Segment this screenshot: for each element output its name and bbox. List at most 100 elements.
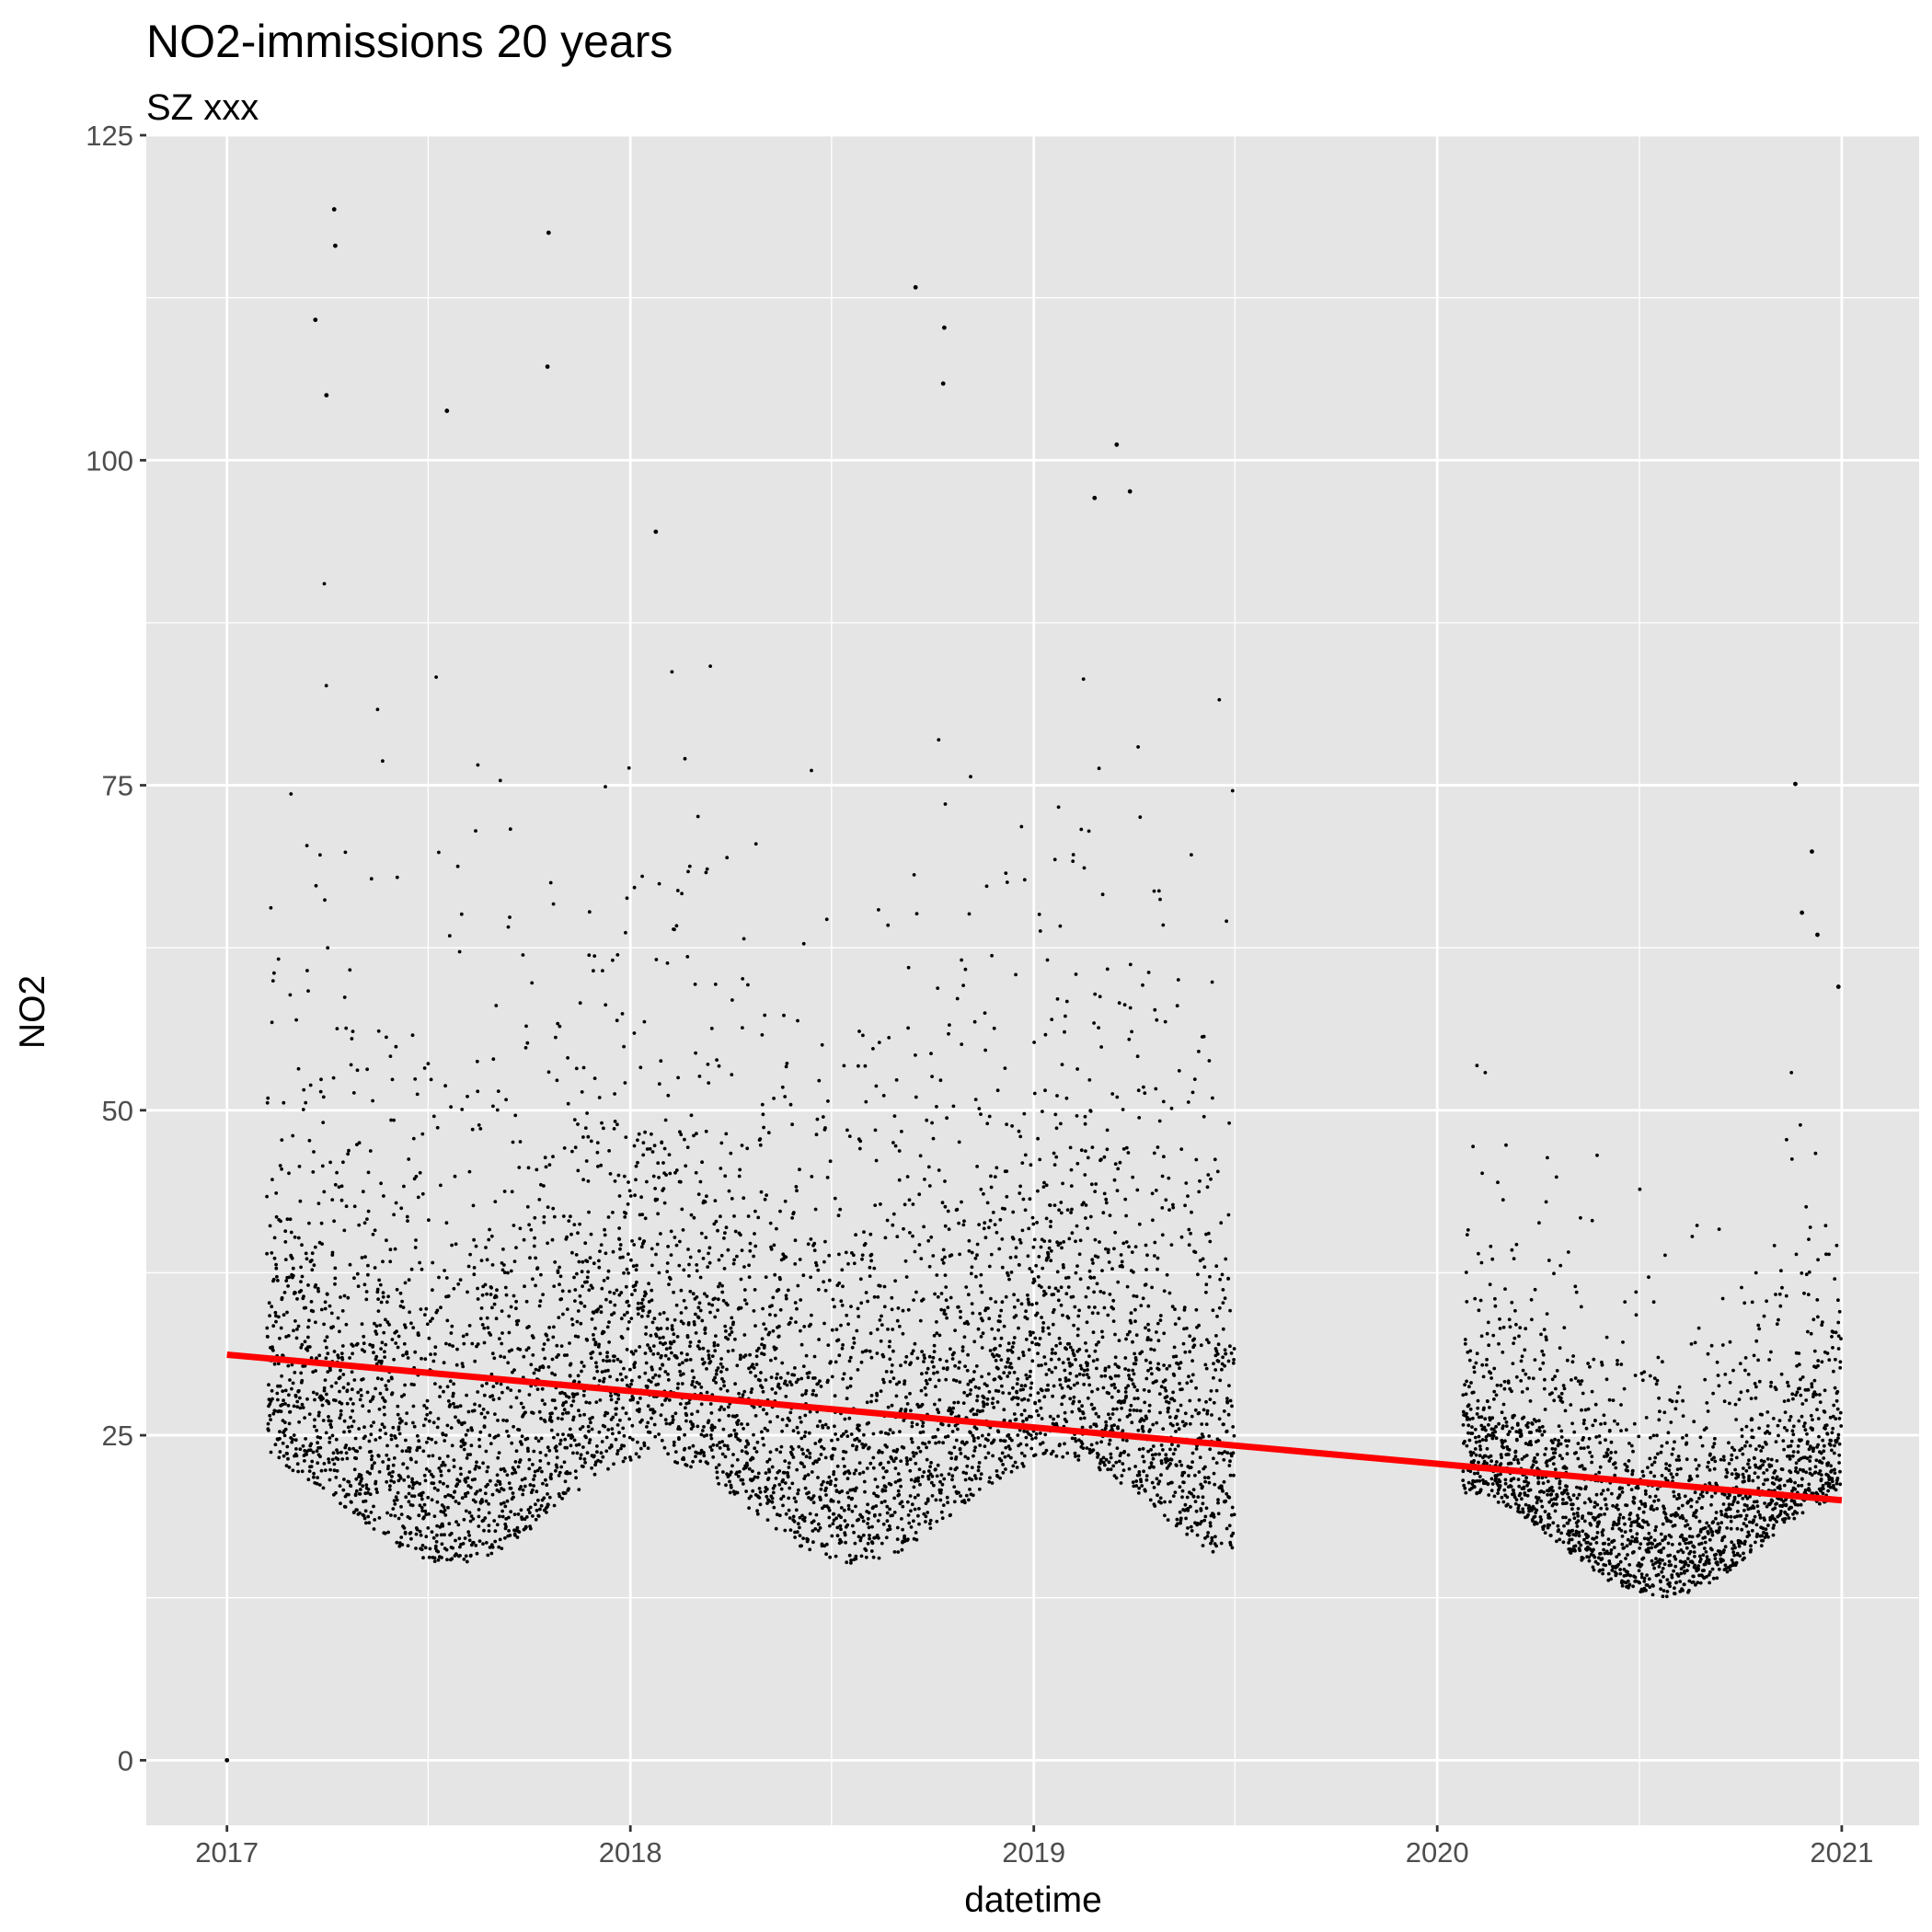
scatter-point: [307, 1221, 311, 1225]
scatter-point: [1039, 1245, 1043, 1249]
scatter-point: [385, 1238, 388, 1243]
scatter-point: [988, 1476, 992, 1480]
scatter-point: [644, 1325, 649, 1329]
scatter-point: [941, 1366, 946, 1371]
scatter-point: [591, 1415, 594, 1420]
scatter-point: [868, 1534, 871, 1537]
scatter-point: [582, 1412, 586, 1417]
scatter-point: [628, 1194, 633, 1198]
scatter-point: [987, 1390, 992, 1394]
scatter-point: [353, 1436, 358, 1441]
scatter-point: [462, 1447, 466, 1452]
scatter-point: [871, 1505, 876, 1509]
scatter-point: [946, 1434, 950, 1439]
scatter-point: [912, 1519, 915, 1524]
scatter-point: [294, 1336, 299, 1340]
scatter-point: [467, 1169, 472, 1174]
scatter-point: [405, 1411, 409, 1415]
scatter-point: [814, 1512, 819, 1517]
scatter-point: [446, 1399, 451, 1403]
scatter-point: [1049, 1259, 1053, 1263]
scatter-point: [604, 1251, 608, 1256]
scatter-point: [891, 1459, 896, 1464]
scatter-point: [333, 243, 338, 248]
scatter-point: [949, 1347, 952, 1351]
scatter-point: [558, 1265, 561, 1270]
scatter-point: [477, 1508, 481, 1512]
scatter-point: [410, 1503, 415, 1508]
scatter-point: [341, 1386, 346, 1390]
scatter-point: [804, 1455, 809, 1459]
scatter-point: [974, 1274, 978, 1279]
scatter-point: [397, 1417, 402, 1420]
scatter-point: [370, 1457, 374, 1462]
scatter-point: [666, 1372, 670, 1376]
scatter-point: [966, 1382, 971, 1386]
scatter-point: [791, 1429, 796, 1433]
scatter-point: [962, 1219, 966, 1224]
scatter-point: [371, 1343, 375, 1348]
scatter-point: [844, 1430, 848, 1433]
scatter-point: [1040, 1363, 1043, 1367]
scatter-point: [917, 1192, 922, 1197]
scatter-point: [585, 1338, 590, 1342]
scatter-point: [546, 1502, 550, 1507]
scatter-point: [538, 1459, 543, 1463]
scatter-point: [777, 1324, 781, 1328]
scatter-point: [1056, 805, 1061, 810]
scatter-point: [1040, 1285, 1043, 1289]
scatter-point: [539, 1503, 544, 1508]
scatter-point: [932, 1364, 936, 1369]
scatter-point: [985, 1384, 989, 1387]
scatter-point: [409, 1536, 413, 1541]
scatter-point: [568, 1374, 572, 1378]
scatter-point: [795, 1467, 799, 1472]
scatter-point: [875, 1328, 880, 1331]
scatter-point: [1131, 1382, 1135, 1386]
scatter-point: [1114, 442, 1120, 447]
scatter-point: [406, 1475, 410, 1478]
scatter-point: [1099, 1440, 1103, 1444]
scatter-point: [290, 1256, 294, 1260]
scatter-point: [949, 1512, 952, 1517]
scatter-point: [1126, 1151, 1131, 1155]
scatter-point: [921, 1430, 926, 1434]
scatter-point: [319, 1307, 324, 1312]
scatter-point: [1107, 1442, 1111, 1446]
scatter-point: [742, 937, 746, 941]
scatter-point: [675, 1386, 680, 1390]
scatter-point: [594, 1400, 599, 1404]
scatter-point: [355, 1341, 360, 1346]
scatter-point: [975, 1398, 979, 1403]
scatter-point: [925, 1371, 928, 1375]
scatter-point: [1136, 1428, 1141, 1432]
scatter-point: [1134, 1479, 1139, 1483]
scatter-point: [894, 1456, 898, 1460]
scatter-point: [804, 1388, 809, 1393]
scatter-point: [440, 1464, 443, 1467]
scatter-point: [824, 1552, 828, 1557]
scatter-point: [983, 1455, 988, 1460]
scatter-points: [224, 207, 1844, 1763]
scatter-point: [467, 1511, 472, 1515]
scatter-point: [822, 1259, 826, 1264]
scatter-point: [1005, 1122, 1008, 1126]
scatter-point: [1054, 1126, 1059, 1131]
scatter-point: [694, 1312, 697, 1317]
scatter-point: [1075, 1224, 1079, 1228]
scatter-point: [561, 1312, 565, 1317]
scatter-point: [801, 1273, 806, 1278]
scatter-point: [625, 896, 629, 901]
scatter-point: [338, 1484, 342, 1488]
scatter-point: [1078, 1363, 1083, 1368]
scatter-point: [665, 1270, 670, 1273]
scatter-point: [1008, 1447, 1012, 1451]
scatter-point: [801, 1452, 805, 1456]
scatter-point: [893, 1144, 898, 1148]
scatter-point: [707, 1260, 712, 1265]
scatter-point: [1101, 1455, 1106, 1460]
scatter-point: [735, 1363, 740, 1368]
scatter-point: [617, 1194, 622, 1198]
scatter-point: [457, 949, 462, 954]
scatter-point: [477, 1524, 481, 1528]
